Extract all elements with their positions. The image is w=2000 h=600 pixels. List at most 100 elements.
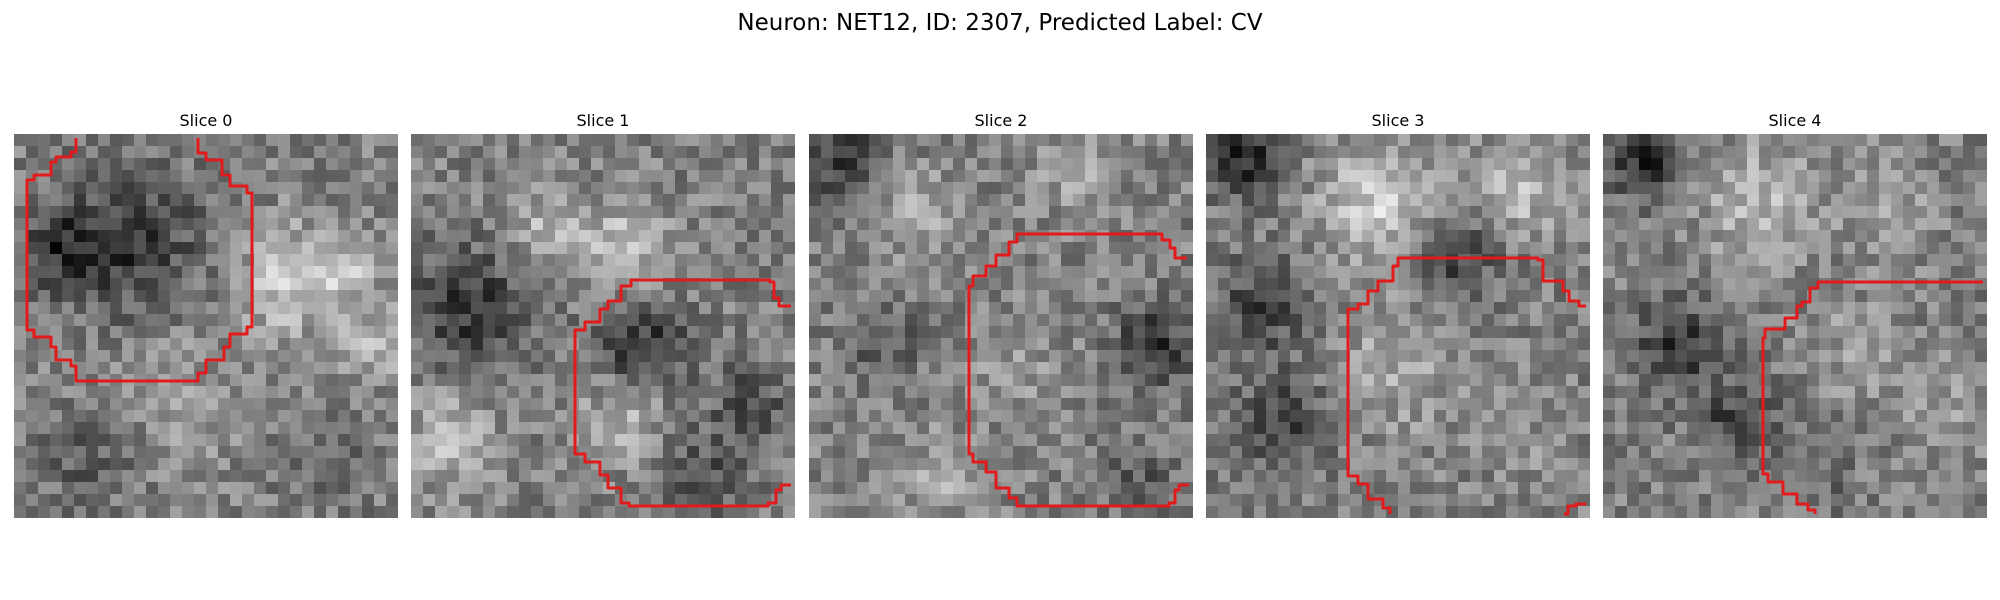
image-pixel [869,302,882,315]
image-pixel [519,146,532,159]
image-pixel [591,458,604,471]
image-pixel [1085,482,1098,495]
image-pixel [1807,146,1820,159]
image-pixel [1819,134,1832,147]
image-pixel [326,314,339,327]
image-pixel [723,314,736,327]
image-pixel [1615,386,1628,399]
image-pixel [711,350,724,363]
image-pixel [362,218,375,231]
image-pixel [1013,218,1026,231]
image-pixel [675,374,688,387]
image-pixel [483,506,496,518]
image-pixel [675,398,688,411]
image-pixel [1326,170,1339,183]
image-pixel [1951,314,1964,327]
image-pixel [134,182,147,195]
image-pixel [1879,410,1892,423]
image-pixel [699,290,712,303]
image-pixel [74,278,87,291]
image-pixel [254,194,267,207]
image-pixel [1290,434,1303,447]
image-pixel [1831,350,1844,363]
image-pixel [1771,446,1784,459]
image-pixel [1326,386,1339,399]
image-pixel [555,374,568,387]
image-pixel [459,458,472,471]
image-pixel [507,170,520,183]
image-pixel [591,218,604,231]
image-pixel [1157,278,1170,291]
image-pixel [362,182,375,195]
image-pixel [555,446,568,459]
image-pixel [1326,350,1339,363]
image-pixel [1254,302,1267,315]
image-pixel [1867,254,1880,267]
image-pixel [1013,326,1026,339]
image-pixel [362,506,375,518]
image-pixel [1867,230,1880,243]
image-pixel [1518,506,1531,518]
image-pixel [857,326,870,339]
image-pixel [1422,362,1435,375]
image-pixel [1675,218,1688,231]
image-pixel [1975,194,1987,207]
image-pixel [122,254,135,267]
image-pixel [1302,422,1315,435]
image-pixel [567,398,580,411]
image-pixel [1482,434,1495,447]
image-pixel [1699,230,1712,243]
image-pixel [1025,386,1038,399]
image-pixel [26,374,39,387]
image-pixel [1121,230,1134,243]
image-pixel [1314,386,1327,399]
image-pixel [699,374,712,387]
image-pixel [881,434,894,447]
image-pixel [1603,134,1616,147]
image-pixel [675,446,688,459]
image-pixel [579,338,592,351]
image-pixel [110,398,123,411]
image-pixel [254,470,267,483]
image-pixel [1422,134,1435,147]
image-pixel [1073,446,1086,459]
image-pixel [350,290,363,303]
image-pixel [194,398,207,411]
image-pixel [953,314,966,327]
image-pixel [471,194,484,207]
image-pixel [735,230,748,243]
image-pixel [555,254,568,267]
image-pixel [1663,218,1676,231]
image-pixel [857,206,870,219]
image-pixel [1518,398,1531,411]
image-pixel [989,278,1002,291]
image-pixel [941,326,954,339]
image-pixel [170,290,183,303]
image-pixel [567,422,580,435]
image-pixel [1807,254,1820,267]
image-pixel [14,158,27,171]
image-pixel [447,302,460,315]
image-pixel [1290,194,1303,207]
image-pixel [62,170,75,183]
image-pixel [1879,158,1892,171]
image-pixel [86,482,99,495]
image-pixel [1795,230,1808,243]
image-pixel [1109,230,1122,243]
image-pixel [266,410,279,423]
image-pixel [14,386,27,399]
image-pixel [1073,230,1086,243]
image-pixel [1242,410,1255,423]
image-pixel [182,410,195,423]
image-pixel [122,386,135,399]
image-pixel [1723,182,1736,195]
image-pixel [302,278,315,291]
image-pixel [783,386,795,399]
image-pixel [747,134,760,147]
image-pixel [1157,446,1170,459]
image-pixel [471,302,484,315]
image-pixel [1266,458,1279,471]
image-pixel [338,386,351,399]
image-pixel [1735,182,1748,195]
image-pixel [1627,218,1640,231]
